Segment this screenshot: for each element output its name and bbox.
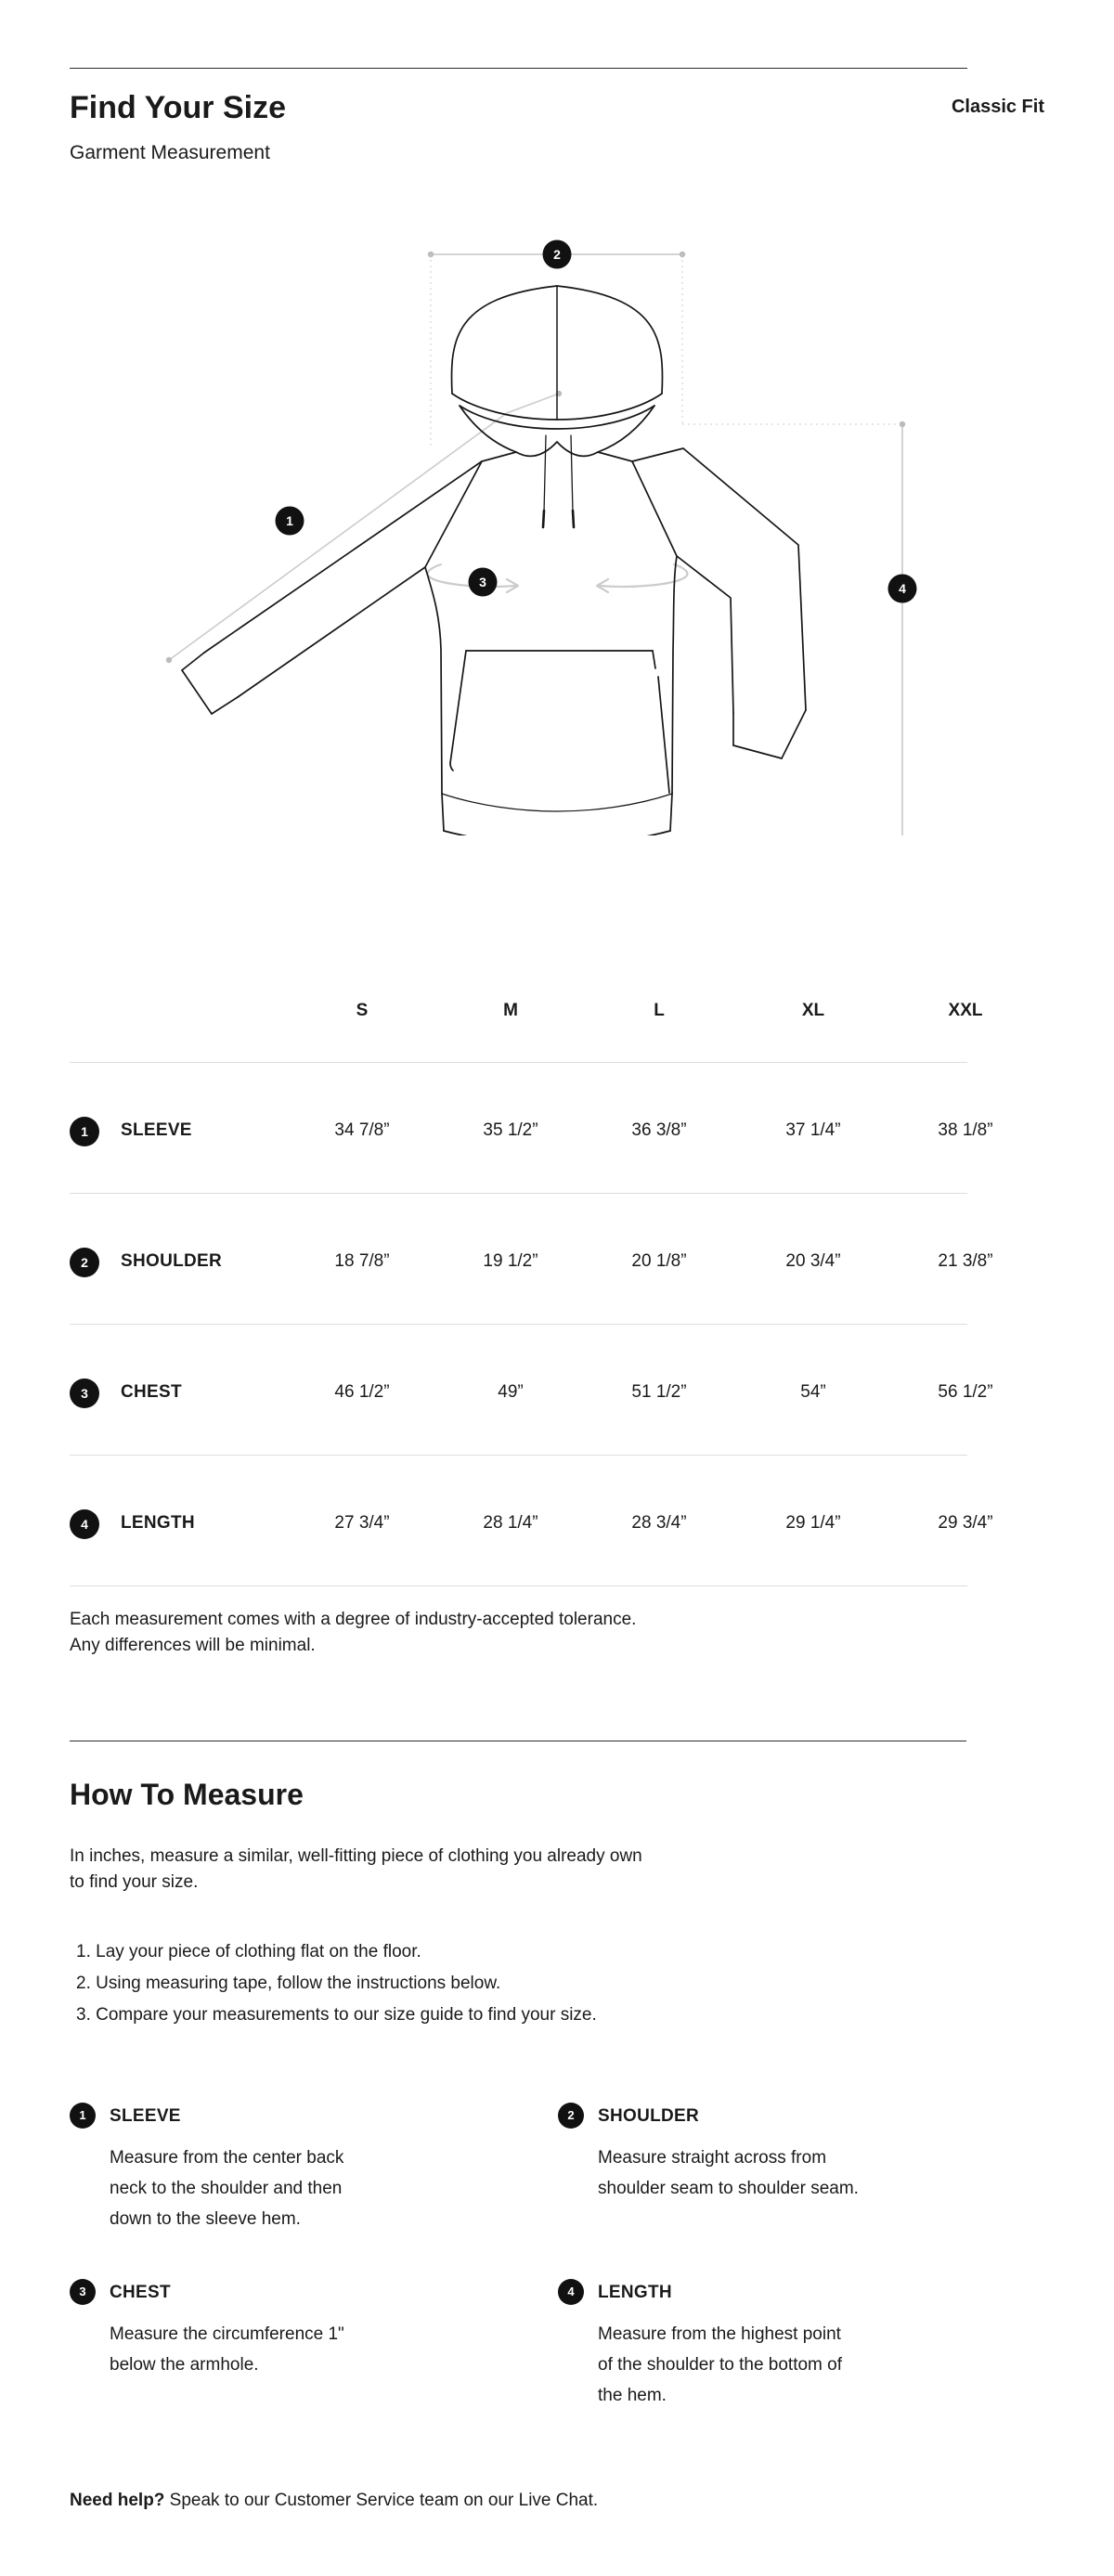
svg-text:3: 3 bbox=[479, 575, 486, 589]
svg-text:4: 4 bbox=[899, 581, 906, 596]
svg-text:1: 1 bbox=[286, 513, 293, 528]
svg-text:2: 2 bbox=[553, 247, 561, 262]
